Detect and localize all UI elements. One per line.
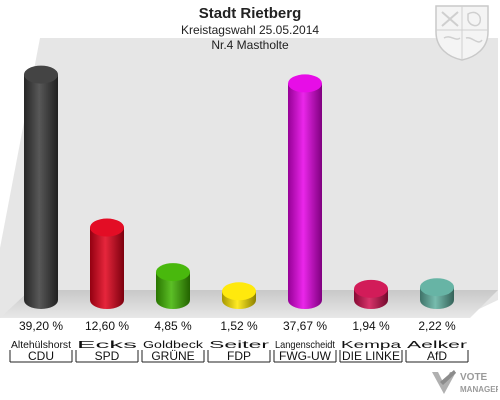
value-label: 37,67 % xyxy=(283,319,327,333)
bar-cdu xyxy=(24,65,58,309)
candidate-label: Seiter xyxy=(209,339,270,351)
party-label: DIE LINKE xyxy=(342,349,400,363)
bar-top xyxy=(354,279,388,298)
watermark-line2: MANAGER xyxy=(460,385,498,394)
candidate-label: Kempa xyxy=(341,339,401,351)
party-label: FDP xyxy=(227,349,251,363)
party-label: FWG-UW xyxy=(279,349,332,363)
bar-body xyxy=(288,83,322,310)
bar-grüne xyxy=(156,263,190,309)
party-label: AfD xyxy=(427,349,447,363)
value-label: 4,85 % xyxy=(154,319,192,333)
bar-top xyxy=(90,218,124,237)
bar-spd xyxy=(90,218,124,309)
chart-backdrop xyxy=(0,38,498,318)
bar-top xyxy=(222,282,256,301)
chart-subtitle: Kreistagswahl 25.05.2014 xyxy=(180,23,320,37)
bar-top xyxy=(420,278,454,297)
party-label: SPD xyxy=(95,349,120,363)
candidate-label: Aelker xyxy=(407,339,468,351)
watermark-line1: VOTE xyxy=(460,372,488,383)
district-label: Nr.4 Mastholte xyxy=(211,38,289,52)
bar-fdp xyxy=(222,282,256,309)
chart-title: Stadt Rietberg xyxy=(198,5,302,22)
bar-top xyxy=(24,65,58,84)
vote-manager-logo: VOTE MANAGER xyxy=(432,370,498,394)
value-label: 12,60 % xyxy=(85,319,129,333)
value-label: 39,20 % xyxy=(19,319,63,333)
party-label: CDU xyxy=(28,349,54,363)
party-label: GRÜNE xyxy=(151,349,194,363)
value-label: 2,22 % xyxy=(418,319,456,333)
candidate-label: Goldbeck xyxy=(143,339,204,351)
bar-die-linke xyxy=(354,279,388,309)
coat-of-arms-icon xyxy=(435,5,489,61)
candidate-label: Ecks xyxy=(77,339,137,351)
bar-body xyxy=(90,227,124,309)
value-label: 1,94 % xyxy=(352,319,390,333)
bar-body xyxy=(24,74,58,309)
bar-fwg-uw xyxy=(288,74,322,310)
bar-top xyxy=(156,263,190,282)
bar-body xyxy=(156,272,190,309)
bar-afd xyxy=(420,278,454,309)
value-label: 1,52 % xyxy=(220,319,258,333)
candidate-label: Langenscheidt xyxy=(275,339,335,351)
candidate-label: Altehülshorst xyxy=(11,339,71,351)
bar-top xyxy=(288,74,322,93)
